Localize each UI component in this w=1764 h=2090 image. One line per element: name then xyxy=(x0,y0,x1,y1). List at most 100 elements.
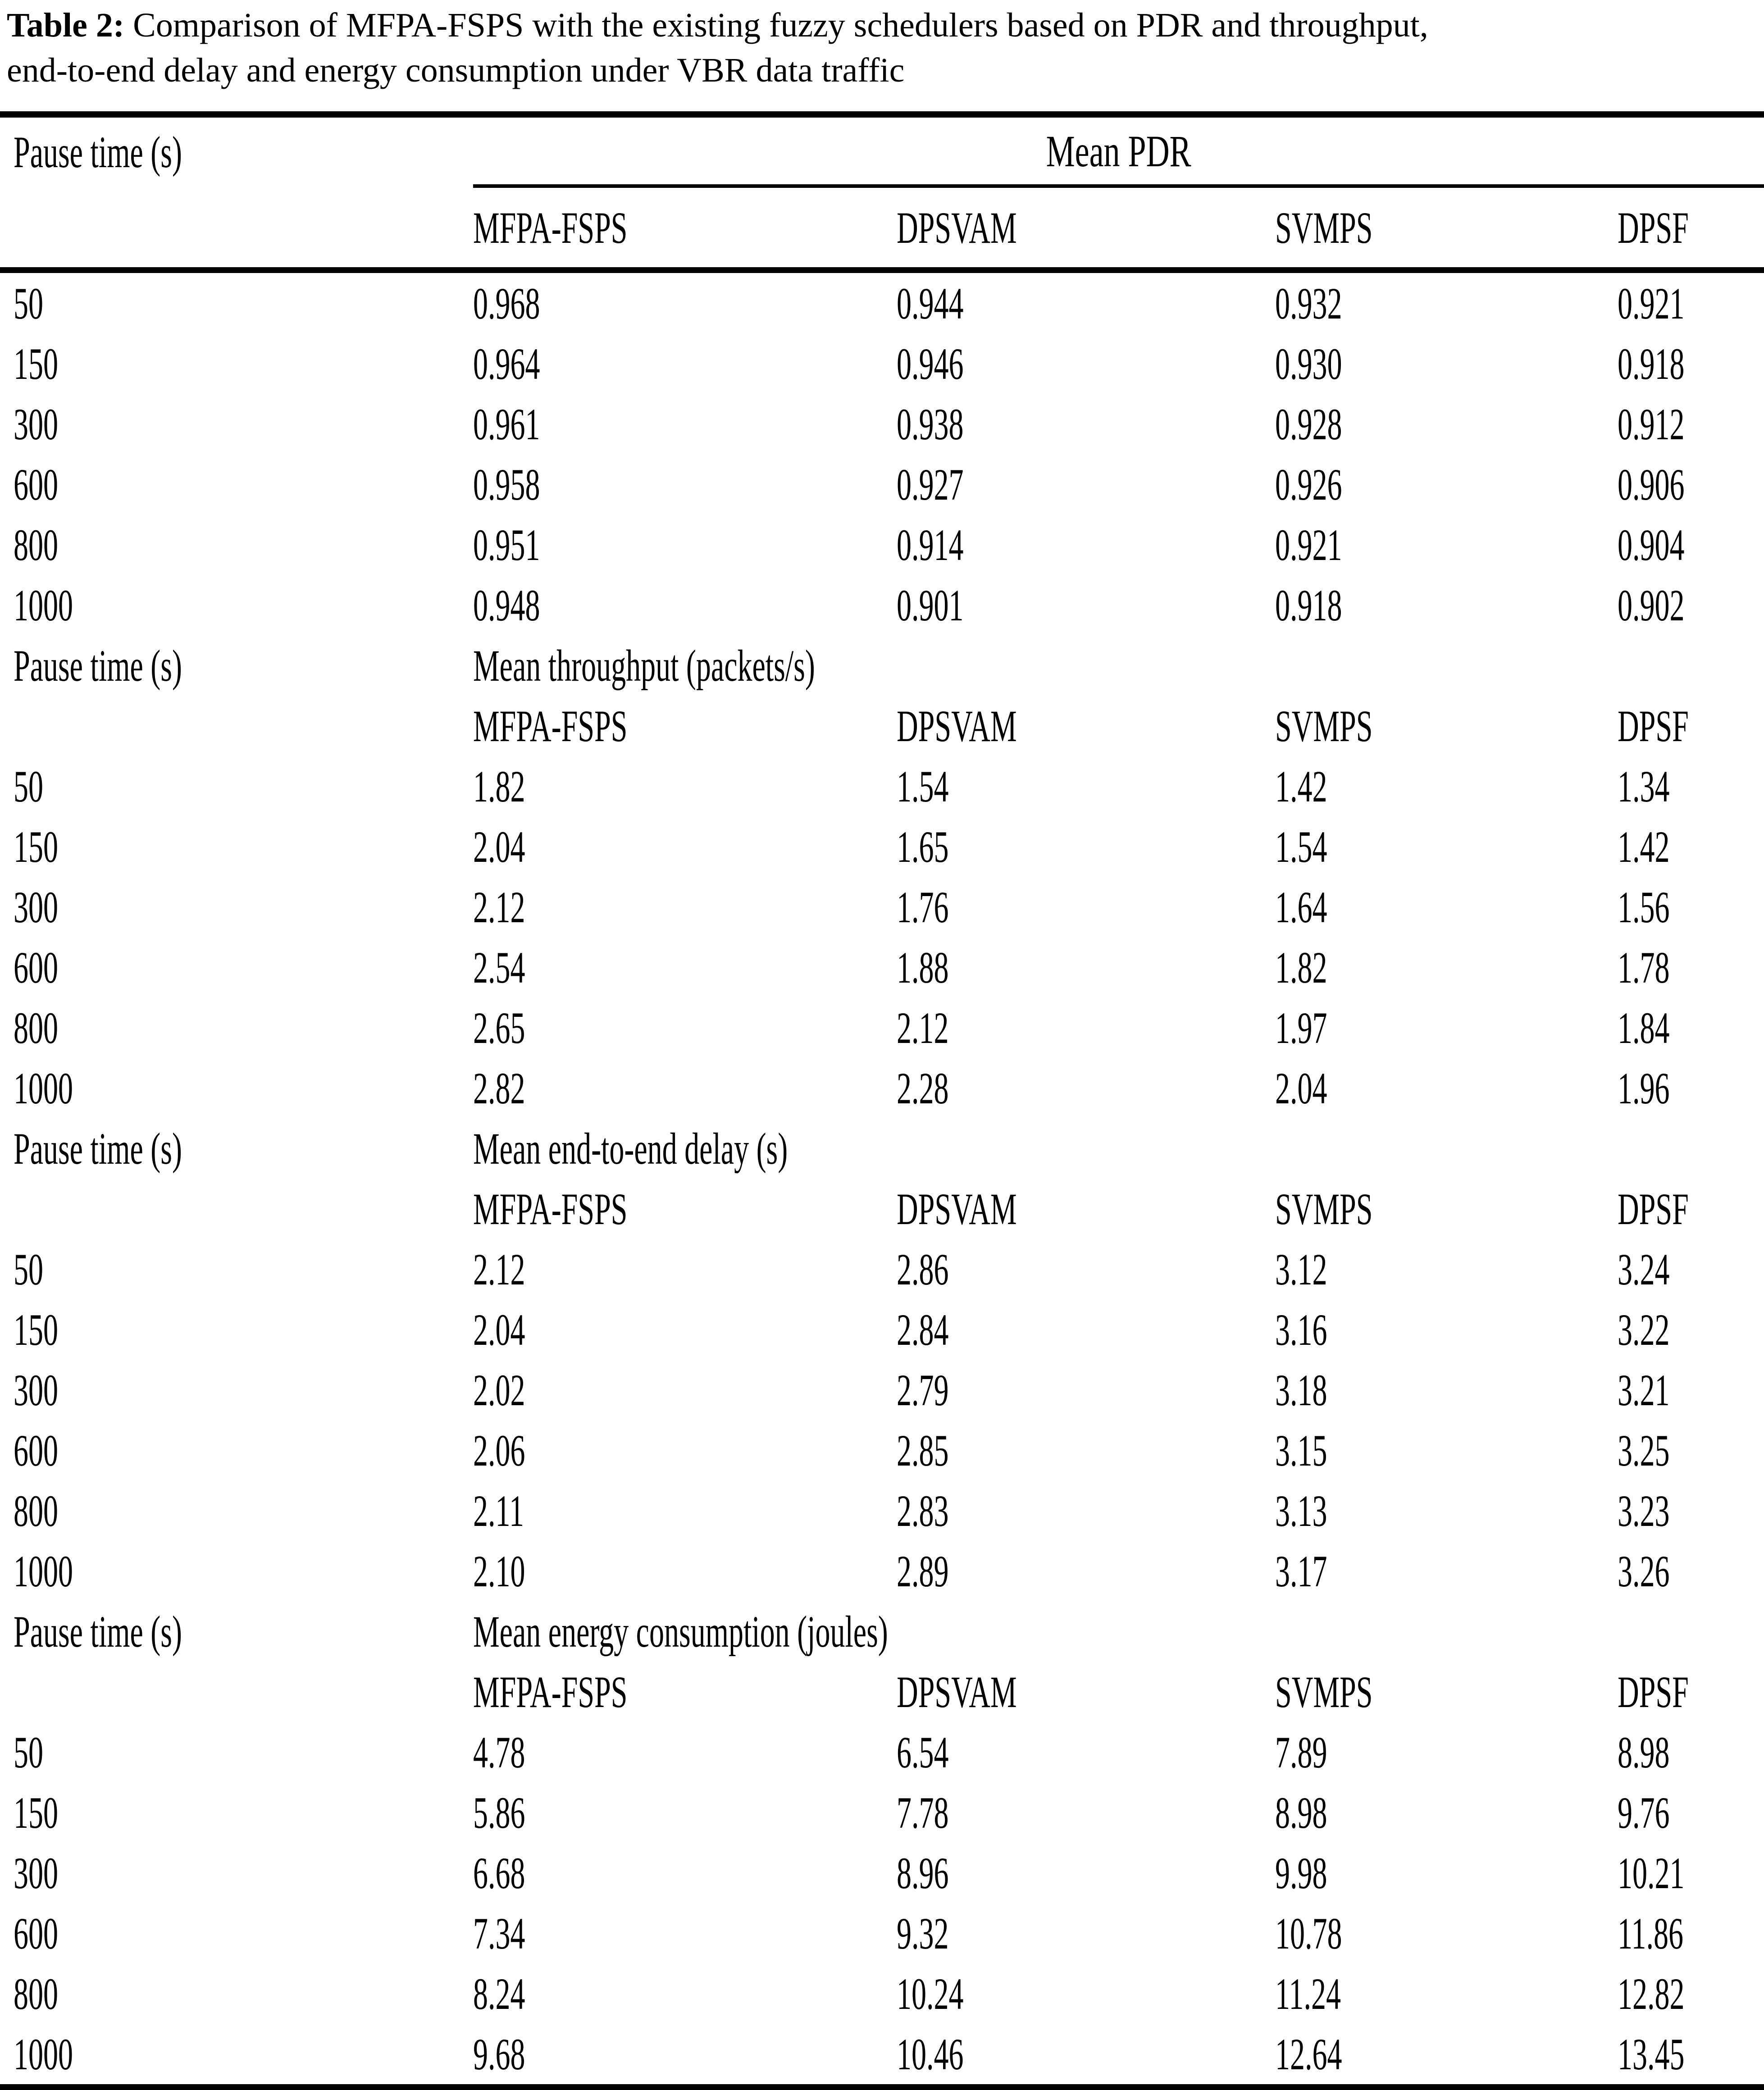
cell-text: 50 xyxy=(14,278,43,328)
value-cell: 2.12 xyxy=(897,997,1275,1058)
data-row: 150 2.04 1.65 1.54 1.42 xyxy=(0,816,1764,877)
pause-time-cell: 1000 xyxy=(0,1541,473,1601)
cell-text: 2.10 xyxy=(473,1546,525,1596)
cell-text: 0.921 xyxy=(1275,519,1342,570)
data-row: 300 0.961 0.938 0.928 0.912 xyxy=(0,394,1764,454)
scheduler-header-row: MFPA-FSPS DPSVAM SVMPS DPSF xyxy=(0,1662,1764,1722)
value-cell: 12.64 xyxy=(1275,2024,1618,2087)
value-cell: 1.88 xyxy=(897,937,1275,997)
data-row: 800 2.65 2.12 1.97 1.84 xyxy=(0,997,1764,1058)
scheduler-label: DPSF xyxy=(1618,1184,1689,1234)
row-axis-label: Pause time (s) xyxy=(14,640,182,691)
value-cell: 2.65 xyxy=(473,997,897,1058)
pause-time-cell: 150 xyxy=(0,1299,473,1360)
cell-text: 0.958 xyxy=(473,459,540,510)
cell-text: 150 xyxy=(14,338,58,389)
cell-text: 300 xyxy=(14,882,58,932)
value-cell: 1.82 xyxy=(1275,937,1618,997)
data-row: 150 5.86 7.78 8.98 9.76 xyxy=(0,1782,1764,1843)
value-cell: 9.68 xyxy=(473,2024,897,2087)
cell-text: 0.932 xyxy=(1275,278,1342,328)
value-cell: 2.28 xyxy=(897,1058,1275,1118)
cell-text: 3.21 xyxy=(1618,1365,1670,1415)
cell-text: 3.16 xyxy=(1275,1304,1327,1355)
scheduler-header: SVMPS xyxy=(1275,696,1618,756)
energy-header-group: Pause time (s) Mean energy consumption (… xyxy=(0,1601,1764,1722)
value-cell: 11.24 xyxy=(1275,1963,1618,2024)
value-cell: 1.65 xyxy=(897,816,1275,877)
value-cell: 11.86 xyxy=(1618,1903,1764,1963)
value-cell: 0.901 xyxy=(897,575,1275,635)
data-row: 800 2.11 2.83 3.13 3.23 xyxy=(0,1480,1764,1541)
value-cell: 2.06 xyxy=(473,1420,897,1480)
cell-text: 11.86 xyxy=(1618,1908,1684,1958)
data-row: 800 0.951 0.914 0.921 0.904 xyxy=(0,515,1764,575)
cell-text: 0.948 xyxy=(473,580,540,630)
scheduler-label: DPSF xyxy=(1618,1667,1689,1717)
scheduler-header: DPSVAM xyxy=(897,186,1275,273)
cell-text: 1.42 xyxy=(1275,761,1327,811)
value-cell: 2.54 xyxy=(473,937,897,997)
cell-text: 3.18 xyxy=(1275,1365,1327,1415)
cell-text: 2.82 xyxy=(473,1063,525,1113)
value-cell: 0.968 xyxy=(473,270,897,334)
value-cell: 0.918 xyxy=(1618,333,1764,394)
value-cell: 0.946 xyxy=(897,333,1275,394)
cell-text: 0.901 xyxy=(897,580,964,630)
throughput-data-rows: 50 1.82 1.54 1.42 1.34 150 2.04 1.65 1.54 1.42 300… xyxy=(0,756,1764,1118)
value-cell: 3.23 xyxy=(1618,1480,1764,1541)
cell-text: 0.906 xyxy=(1618,459,1685,510)
cell-text: 1.78 xyxy=(1618,942,1670,993)
caption-line-2: end-to-end delay and energy consumption … xyxy=(7,51,905,89)
scheduler-header: MFPA-FSPS xyxy=(473,1662,897,1722)
value-cell: 6.68 xyxy=(473,1843,897,1903)
cell-text: 1.88 xyxy=(897,942,949,993)
cell-text: 2.85 xyxy=(897,1425,949,1475)
cell-text: 3.22 xyxy=(1618,1304,1670,1355)
scheduler-header: MFPA-FSPS xyxy=(473,186,897,273)
section-metric-header: Mean end-to-end delay (s) xyxy=(473,1118,1764,1179)
value-cell: 0.902 xyxy=(1618,575,1764,635)
value-cell: 0.930 xyxy=(1275,333,1618,394)
value-cell: 0.906 xyxy=(1618,454,1764,515)
value-cell: 2.02 xyxy=(473,1360,897,1420)
value-cell: 3.21 xyxy=(1618,1360,1764,1420)
value-cell: 1.76 xyxy=(897,877,1275,937)
scheduler-label: DPSF xyxy=(1618,701,1689,751)
value-cell: 2.85 xyxy=(897,1420,1275,1480)
value-cell: 3.17 xyxy=(1275,1541,1618,1601)
scheduler-header: SVMPS xyxy=(1275,186,1618,273)
pause-time-cell: 50 xyxy=(0,270,473,334)
value-cell: 4.78 xyxy=(473,1722,897,1782)
value-cell: 3.22 xyxy=(1618,1299,1764,1360)
value-cell: 1.42 xyxy=(1275,756,1618,816)
empty-cell xyxy=(0,186,473,273)
data-row: 300 2.02 2.79 3.18 3.21 xyxy=(0,1360,1764,1420)
scheduler-header: DPSF xyxy=(1618,1662,1764,1722)
cell-text: 3.24 xyxy=(1618,1244,1670,1294)
value-cell: 10.78 xyxy=(1275,1903,1618,1963)
value-cell: 3.12 xyxy=(1275,1239,1618,1299)
value-cell: 3.13 xyxy=(1275,1480,1618,1541)
scheduler-header: DPSVAM xyxy=(897,696,1275,756)
pause-time-cell: 300 xyxy=(0,1843,473,1903)
cell-text: 6.54 xyxy=(897,1727,949,1777)
scheduler-label: MFPA-FSPS xyxy=(473,202,628,253)
cell-text: 1.64 xyxy=(1275,882,1327,932)
value-cell: 1.54 xyxy=(897,756,1275,816)
cell-text: 1.65 xyxy=(897,821,949,872)
data-row: 800 8.24 10.24 11.24 12.82 xyxy=(0,1963,1764,2024)
cell-text: 150 xyxy=(14,821,58,872)
value-cell: 0.961 xyxy=(473,394,897,454)
pause-time-cell: 50 xyxy=(0,1239,473,1299)
data-row: 50 4.78 6.54 7.89 8.98 xyxy=(0,1722,1764,1782)
value-cell: 0.944 xyxy=(897,270,1275,334)
cell-text: 800 xyxy=(14,1002,58,1053)
value-cell: 10.46 xyxy=(897,2024,1275,2087)
cell-text: 800 xyxy=(14,519,58,570)
row-axis-label: Pause time (s) xyxy=(14,1123,182,1174)
cell-text: 1.82 xyxy=(1275,942,1327,993)
pause-time-cell: 600 xyxy=(0,454,473,515)
pause-time-cell: 800 xyxy=(0,1480,473,1541)
data-row: 50 1.82 1.54 1.42 1.34 xyxy=(0,756,1764,816)
